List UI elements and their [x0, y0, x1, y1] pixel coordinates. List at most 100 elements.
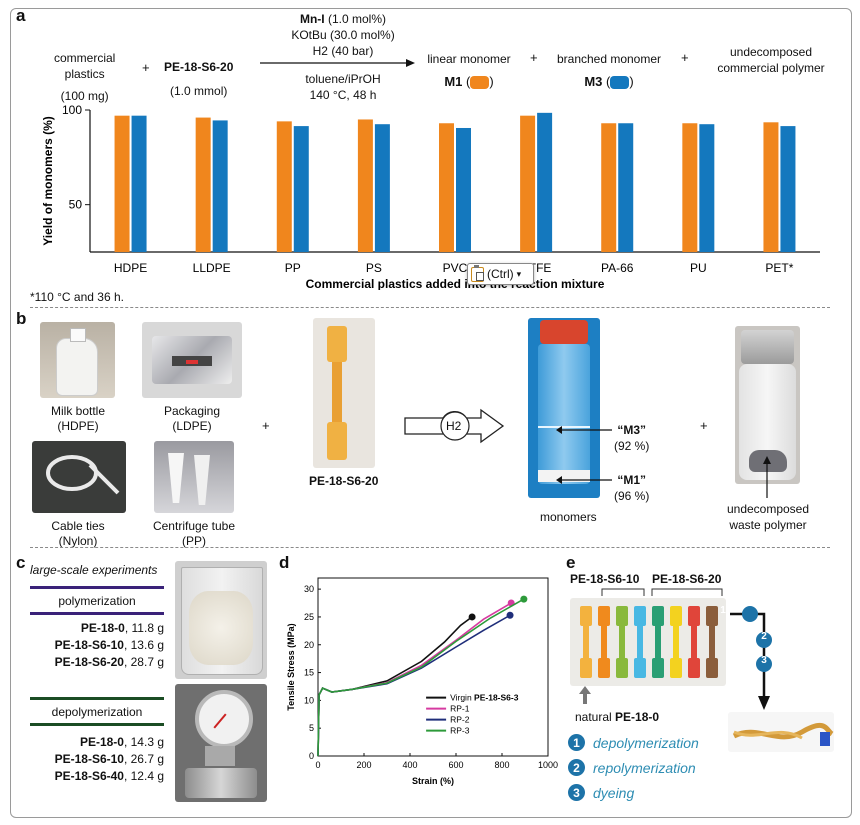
x-tick-label: PP [285, 261, 301, 275]
depoly-row: PE-18-0, 14.3 g [79, 735, 164, 749]
y-tick-label: 20 [304, 640, 314, 650]
cable-ties-caption: Cable ties (Nylon) [51, 519, 105, 548]
series-line-RP-3 [317, 598, 525, 757]
monomers-caption: monomers [540, 510, 597, 524]
natural-label: natural PE-18-0 [575, 710, 660, 724]
waste-caption: undecomposed waste polymer [726, 502, 810, 532]
bar-M1-PP [276, 121, 292, 252]
dyed-dogbones-photo [570, 598, 726, 686]
m3-swatch [610, 76, 630, 90]
legend-label: RP-3 [450, 726, 470, 736]
reaction-arrow [260, 59, 415, 67]
hydrogenation-arrow [404, 408, 505, 444]
plus-sign: + [700, 418, 708, 433]
bar-M1-HDPE [114, 115, 130, 253]
twisted-fiber-photo [728, 712, 834, 752]
plot-area [317, 577, 549, 757]
flow-num-3: 3 [761, 655, 767, 666]
dogbone-strip [670, 606, 682, 678]
dogbone-strip [634, 606, 646, 678]
depoly-row: PE-18-S6-40, 12.4 g [54, 769, 164, 783]
dogbone-strip [598, 606, 610, 678]
bar-M3-HDPE [131, 115, 147, 253]
x-tick-label: PS [366, 261, 382, 275]
x-tick-label: PET* [765, 261, 793, 275]
cable-ties-photo [32, 441, 126, 513]
break-point-Virgin PE-18-S6-3 [468, 613, 476, 621]
x-tick-label: 200 [356, 760, 371, 770]
packaging-caption: Packaging (LDPE) [163, 404, 221, 433]
waste-pointer-arrow [763, 456, 771, 498]
bar-M1-PU [682, 123, 698, 253]
polymerization-header: polymerization [58, 594, 136, 608]
bar-M3-PP [293, 126, 309, 252]
large-scale-title: large-scale experiments [30, 563, 158, 577]
milk-bottle-caption: Milk bottle (HDPE) [50, 404, 106, 433]
reaction-conditions-top: Mn-I (1.0 mol%) KOtBu (30.0 mol%) H2 (40… [291, 12, 395, 58]
panel-label-e: e [566, 553, 576, 572]
plus-sign: + [262, 418, 270, 433]
flow-num-2: 2 [761, 631, 767, 642]
y-tick-label: 30 [304, 584, 314, 594]
x-axis-title: Strain (%) [412, 776, 454, 786]
process-flow-arrow [730, 606, 772, 710]
x-tick-label: 0 [315, 760, 320, 770]
group-brackets [601, 588, 723, 596]
divider-ab [30, 307, 830, 308]
y-axis-title: Tensile Stress (MPa) [286, 623, 296, 710]
paste-ctrl-label: (Ctrl) [487, 267, 514, 281]
bar-M3-PS [374, 124, 390, 252]
legend-step-1: 1 depolymerization [568, 734, 699, 751]
centrifuge-tube-photo [154, 441, 234, 513]
break-point-RP-2 [506, 611, 514, 619]
x-tick-label: PVC [443, 261, 468, 275]
bar-M3-LLDPE [212, 120, 228, 252]
product-m1: linear monomer M1 () [427, 52, 511, 90]
polymerization-list: PE-18-0, 11.8 g PE-18-S6-10, 13.6 g PE-1… [30, 620, 164, 671]
bar-M3-PTFE [537, 112, 553, 252]
reaction-conditions-bottom: toluene/iPrOH 140 °C, 48 h [305, 72, 381, 102]
label-pe18-s6-20: PE-18-S6-20 [652, 572, 722, 586]
poly-rule-bottom [30, 612, 164, 615]
bar-M1-LLDPE [195, 117, 211, 252]
legend-label: RP-2 [450, 715, 470, 725]
product-undecomposed: undecomposed commercial polymer [717, 45, 825, 75]
product-m3: branched monomer M3 () [556, 52, 662, 90]
bar-M3-PET* [780, 126, 796, 252]
clipboard-icon [471, 264, 484, 282]
dogbone-photo [313, 318, 375, 468]
label-pe18-s6-10: PE-18-S6-10 [570, 572, 640, 586]
flow-num-1: 1 [720, 605, 726, 616]
bar-M3-PVC [456, 127, 471, 252]
reactant-plastics: commercial plastics (100 mg) [54, 51, 116, 103]
poly-row: PE-18-S6-20, 28.7 g [54, 655, 164, 669]
bar-M3-PU [699, 124, 715, 252]
monomer-vial-photo [528, 318, 600, 498]
bar-M1-PS [357, 119, 373, 252]
beaker-photo [175, 561, 267, 679]
centrifuge-tube-caption: Centrifuge tube (PP) [152, 519, 236, 548]
m1-swatch [470, 76, 490, 90]
vial-pointer-arrows [556, 426, 612, 484]
paste-options-popup[interactable]: (Ctrl) ▾ [467, 263, 534, 285]
panel-label-d: d [279, 553, 290, 572]
depoly-rule-top [30, 697, 164, 700]
reactant-pe18: PE-18-S6-20 (1.0 mmol) [164, 60, 234, 98]
y-tick-label: 10 [304, 695, 314, 705]
plus-sign: + [530, 50, 538, 65]
x-tick-label: 1000 [538, 760, 558, 770]
legend-label: RP-1 [450, 704, 470, 714]
bar-M1-PA-66 [601, 123, 617, 253]
legend-step-3: 3 dyeing [568, 784, 699, 801]
bar-M1-PVC [439, 123, 454, 253]
legend-step-2: 2 repolymerization [568, 759, 699, 776]
depolymerization-list: PE-18-0, 14.3 g PE-18-S6-10, 26.7 g PE-1… [30, 734, 164, 785]
y-tick-label: 50 [69, 198, 83, 212]
x-tick-label: HDPE [114, 261, 147, 275]
series-line-Virgin PE-18-S6-3 [317, 616, 473, 757]
divider-bc [30, 547, 830, 548]
bar-M3-PA-66 [618, 123, 634, 253]
x-axis-title: Commercial plastics added into the react… [306, 277, 605, 290]
panel-label-a: a [16, 6, 26, 25]
